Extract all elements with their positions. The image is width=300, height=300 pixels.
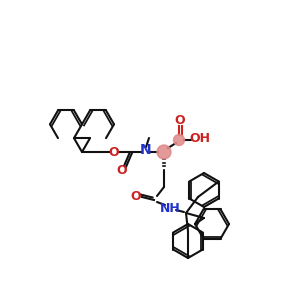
Circle shape xyxy=(157,145,171,159)
Text: O: O xyxy=(175,115,185,128)
Text: O: O xyxy=(117,164,127,178)
Text: N: N xyxy=(140,143,152,157)
Text: OH: OH xyxy=(190,133,211,146)
Text: O: O xyxy=(109,146,119,158)
Text: O: O xyxy=(131,190,141,202)
Text: NH: NH xyxy=(160,202,180,214)
Circle shape xyxy=(173,134,184,146)
